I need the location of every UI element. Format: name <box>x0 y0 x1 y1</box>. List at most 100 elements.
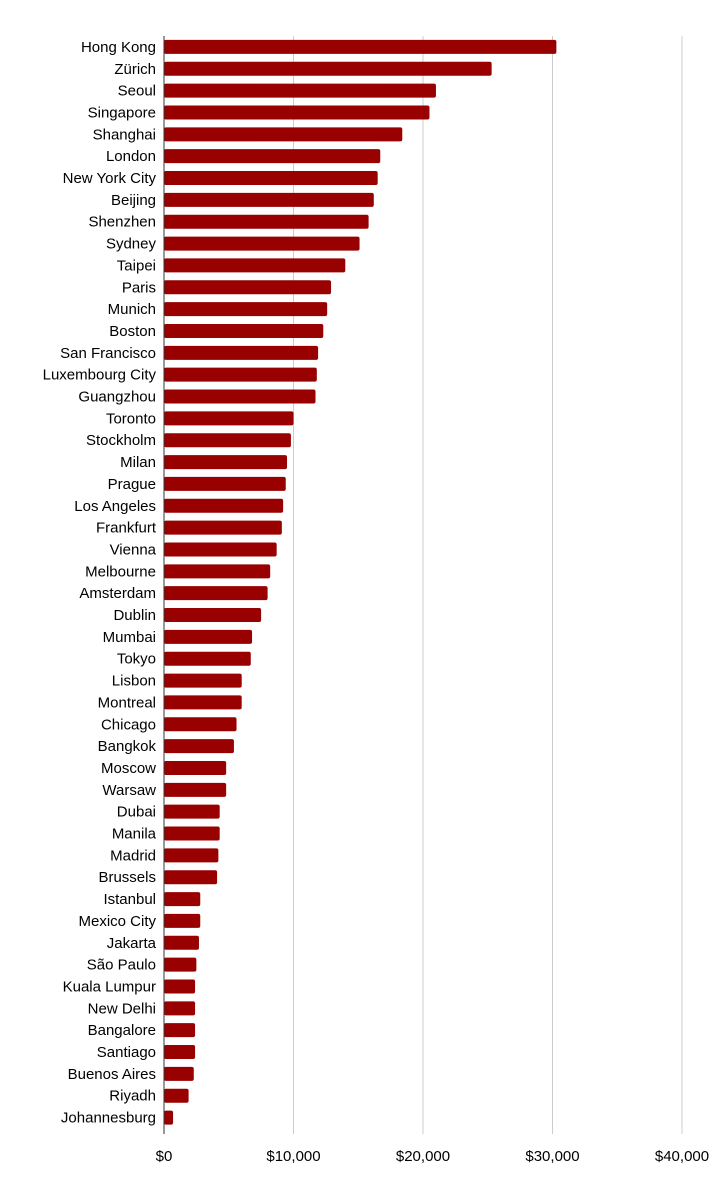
category-label: Munich <box>108 301 156 318</box>
category-label: San Francisco <box>60 345 156 362</box>
category-label: New York City <box>63 170 157 187</box>
bar <box>164 389 316 404</box>
bar <box>164 979 196 994</box>
bar <box>164 149 381 164</box>
category-label: Dublin <box>113 607 156 624</box>
bar <box>164 1088 189 1103</box>
bar <box>164 236 360 251</box>
bar <box>164 782 227 797</box>
category-label: Istanbul <box>103 891 156 908</box>
category-label: Beijing <box>111 192 156 209</box>
bar <box>164 280 332 295</box>
bar <box>164 586 268 601</box>
bar <box>164 608 262 623</box>
category-label: Kuala Lumpur <box>63 978 156 995</box>
category-label: Zürich <box>114 61 156 78</box>
bar <box>164 476 286 491</box>
category-label: Lisbon <box>112 673 156 690</box>
category-label: Jakarta <box>107 935 157 952</box>
category-label: Mumbai <box>103 629 156 646</box>
x-tick-label: $10,000 <box>266 1148 320 1165</box>
bar <box>164 192 374 207</box>
bar <box>164 1023 196 1038</box>
category-label: Warsaw <box>102 782 156 799</box>
x-tick-label: $40,000 <box>655 1148 709 1165</box>
category-label: Buenos Aires <box>68 1066 156 1083</box>
bar <box>164 498 284 513</box>
category-label: Stockholm <box>86 432 156 449</box>
category-label: Shenzhen <box>88 214 156 231</box>
bar <box>164 826 220 841</box>
category-label: Toronto <box>106 410 156 427</box>
category-label: Hong Kong <box>81 39 156 56</box>
bar <box>164 1001 196 1016</box>
category-label: Luxembourg City <box>43 367 157 384</box>
bar <box>164 651 251 666</box>
category-label: Brussels <box>98 869 156 886</box>
bar <box>164 695 242 710</box>
bar <box>164 564 271 579</box>
bar <box>164 411 294 426</box>
bar <box>164 739 234 754</box>
bar <box>164 433 291 448</box>
bar <box>164 913 201 928</box>
category-label: Montreal <box>98 694 156 711</box>
bars <box>164 39 557 1125</box>
x-tick-label: $0 <box>156 1148 173 1165</box>
category-label: London <box>106 148 156 165</box>
category-label: Santiago <box>97 1044 156 1061</box>
bar <box>164 892 201 907</box>
bar <box>164 870 218 885</box>
bar <box>164 1045 196 1060</box>
category-label: Manila <box>112 826 157 843</box>
bar <box>164 367 317 382</box>
category-label: São Paulo <box>87 957 156 974</box>
bar <box>164 323 324 338</box>
category-label: Melbourne <box>85 563 156 580</box>
bar <box>164 760 227 775</box>
category-label: Moscow <box>101 760 156 777</box>
bar <box>164 127 403 142</box>
category-label: Tokyo <box>117 651 156 668</box>
bar <box>164 848 219 863</box>
bar <box>164 171 378 186</box>
category-label: Paris <box>122 279 156 296</box>
category-label: Singapore <box>88 104 156 121</box>
bar <box>164 214 369 229</box>
category-label: Seoul <box>118 83 156 100</box>
category-labels: Hong Kong Zürich Seoul Singapore Shanghai Lon… <box>43 39 157 1127</box>
category-label: Amsterdam <box>79 585 156 602</box>
category-label: Guangzhou <box>78 389 156 406</box>
x-tick-label: $30,000 <box>525 1148 579 1165</box>
category-label: Los Angeles <box>74 498 156 515</box>
x-axis-tick-labels: $0 $10,000 $20,000 $30,000 $40,000 <box>156 1148 709 1165</box>
bar <box>164 717 237 732</box>
bar <box>164 673 242 688</box>
category-label: Boston <box>109 323 156 340</box>
category-label: Milan <box>120 454 156 471</box>
bar <box>164 345 319 360</box>
category-label: Prague <box>108 476 156 493</box>
bar <box>164 258 346 273</box>
bar <box>164 629 253 644</box>
category-label: Chicago <box>101 716 156 733</box>
bar <box>164 455 288 470</box>
category-label: Vienna <box>110 541 157 558</box>
category-label: Frankfurt <box>96 520 157 537</box>
bar <box>164 804 220 819</box>
bar <box>164 520 282 535</box>
category-label: Madrid <box>110 847 156 864</box>
x-tick-label: $20,000 <box>396 1148 450 1165</box>
bar <box>164 302 328 317</box>
category-label: Dubai <box>117 804 156 821</box>
bar <box>164 105 430 120</box>
bar <box>164 39 557 54</box>
bar <box>164 1110 174 1125</box>
category-label: Johannesburg <box>61 1110 156 1127</box>
category-label: New Delhi <box>88 1000 156 1017</box>
category-label: Taipei <box>117 257 156 274</box>
category-label: Mexico City <box>78 913 156 930</box>
gridlines <box>293 36 683 1134</box>
bar <box>164 542 277 557</box>
